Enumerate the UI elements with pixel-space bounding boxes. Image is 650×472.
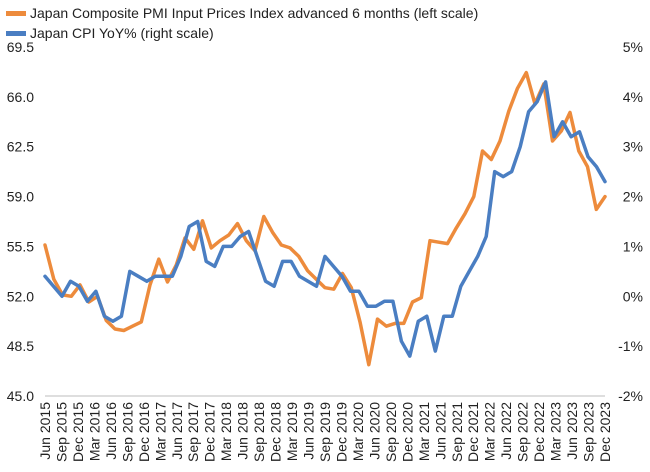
- x-tick-label: Mar 2017: [152, 402, 168, 461]
- left-tick-label: 45.0: [7, 388, 34, 404]
- series-group: [43, 70, 607, 367]
- right-tick-label: -2%: [618, 388, 643, 404]
- legend-swatch-pmi: [6, 10, 26, 16]
- x-tick-label: Mar 2022: [482, 402, 498, 461]
- legend-item-cpi: Japan CPI YoY% (right scale): [6, 23, 478, 43]
- x-tick-label: Sep 2019: [317, 402, 333, 462]
- x-tick-label: Sep 2021: [449, 402, 465, 462]
- left-tick-label: 52.0: [7, 288, 34, 304]
- x-tick-label: Sep 2022: [515, 402, 531, 462]
- x-tick-label: Mar 2018: [218, 402, 234, 461]
- x-tick-label: Sep 2018: [251, 402, 267, 462]
- x-tick-label: Jun 2023: [564, 402, 580, 460]
- x-axis: Jun 2015 Sep 2015 Dec 2015 Mar 2016 Jun 2016…: [37, 395, 613, 462]
- legend-label-pmi: Japan Composite PMI Input Prices Index a…: [30, 5, 479, 21]
- x-tick-label: Mar 2021: [416, 402, 432, 461]
- x-tick-label: Sep 2017: [185, 402, 201, 462]
- x-tick-label: Dec 2021: [465, 402, 481, 462]
- x-tick-label: Dec 2016: [136, 402, 152, 462]
- legend-swatch-cpi: [6, 30, 26, 36]
- series-line-cpi: [43, 80, 607, 358]
- x-tick-label: Jun 2021: [432, 402, 448, 460]
- right-tick-label: 3%: [623, 139, 643, 155]
- x-tick-label: Sep 2016: [119, 402, 135, 462]
- x-tick-label: Jun 2017: [169, 402, 185, 460]
- right-tick-label: 0%: [623, 288, 643, 304]
- left-tick-label: 62.5: [7, 139, 34, 155]
- right-y-axis: 5% 4% 3% 2% 1% 0% -1% -2%: [618, 39, 643, 404]
- x-tick-label: Dec 2017: [202, 402, 218, 462]
- x-tick-label: Mar 2020: [350, 402, 366, 461]
- right-tick-label: 5%: [623, 39, 643, 55]
- legend-item-pmi: Japan Composite PMI Input Prices Index a…: [6, 3, 478, 23]
- x-tick-label: Jun 2019: [301, 402, 317, 460]
- left-tick-label: 48.5: [7, 338, 34, 354]
- legend-label-cpi: Japan CPI YoY% (right scale): [30, 25, 214, 41]
- left-y-axis: 69.5 66.0 62.5 59.0 55.5 52.0 48.5 45.0: [7, 39, 34, 404]
- x-tick-label: Mar 2023: [548, 402, 564, 461]
- x-tick-label: Sep 2020: [383, 402, 399, 462]
- x-tick-label: Jun 2015: [37, 402, 53, 460]
- left-tick-label: 55.5: [7, 238, 34, 254]
- x-tick-label: Dec 2015: [70, 402, 86, 462]
- right-tick-label: 2%: [623, 189, 643, 205]
- left-tick-label: 66.0: [7, 89, 34, 105]
- x-tick-label: Jun 2022: [498, 402, 514, 460]
- right-tick-label: -1%: [618, 338, 643, 354]
- x-tick-label: Mar 2016: [86, 402, 102, 461]
- x-tick-label: Jun 2018: [235, 402, 251, 460]
- series-line-pmi: [43, 70, 607, 367]
- left-tick-label: 59.0: [7, 189, 34, 205]
- x-tick-label: Dec 2022: [531, 402, 547, 462]
- x-tick-label: Dec 2023: [597, 402, 613, 462]
- left-tick-label: 69.5: [7, 39, 34, 55]
- x-tick-label: Sep 2023: [581, 402, 597, 462]
- x-tick-label: Mar 2019: [284, 402, 300, 461]
- legend: Japan Composite PMI Input Prices Index a…: [6, 3, 478, 43]
- right-tick-label: 4%: [623, 89, 643, 105]
- x-tick-label: Dec 2019: [333, 402, 349, 462]
- x-tick-label: Dec 2018: [268, 402, 284, 462]
- x-tick-label: Jun 2016: [103, 402, 119, 460]
- right-tick-label: 1%: [623, 238, 643, 254]
- x-tick-label: Jun 2020: [366, 402, 382, 460]
- x-tick-label: Sep 2015: [53, 402, 69, 462]
- x-tick-label: Dec 2020: [399, 402, 415, 462]
